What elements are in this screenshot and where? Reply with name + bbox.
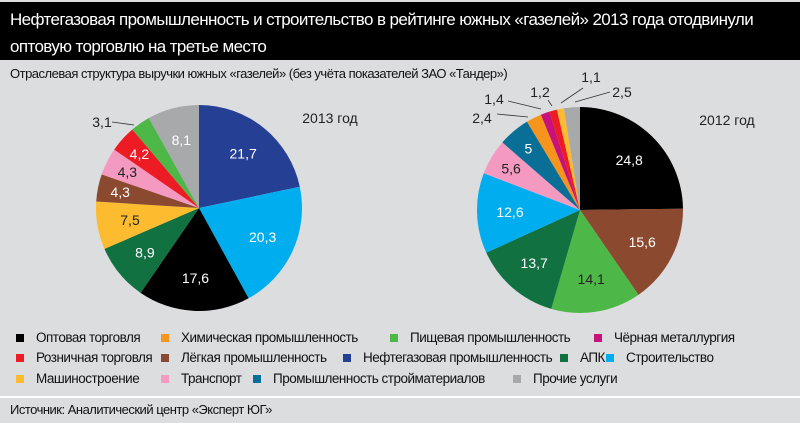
pie-title: 2013 год — [302, 110, 357, 126]
legend-swatch — [161, 333, 169, 342]
pie-slice — [551, 210, 639, 313]
legend-item: Оптовая торговля — [16, 330, 141, 345]
legend-item: Лёгкая промышленность — [161, 350, 327, 365]
legend-swatch — [390, 333, 398, 342]
pie-slice — [96, 174, 199, 208]
legend-label: Чёрная металлургия — [614, 330, 735, 345]
legend-swatch — [606, 353, 614, 362]
divider — [0, 396, 800, 398]
pie-title: 2012 год — [699, 112, 754, 128]
legend-swatch — [16, 353, 24, 362]
legend-swatch — [161, 374, 169, 383]
pie-slice — [104, 208, 199, 293]
pie-slice — [549, 109, 580, 210]
chart-subtitle: Отраслевая структура выручки южных «газе… — [10, 66, 508, 81]
legend-label: Промышленность стройматериалов — [273, 371, 485, 386]
pie-slice — [96, 201, 199, 249]
legend-item: Прочие услуги — [513, 371, 618, 386]
legend-item: Нефтегазовая промышленность — [343, 350, 553, 365]
legend-item: Пищевая промышленность — [390, 330, 571, 345]
legend-item: Химическая промышленность — [161, 330, 358, 345]
data-label: 8,1 — [172, 132, 192, 148]
legend-label: Нефтегазовая промышленность — [363, 350, 553, 365]
legend-label: Прочие услуги — [533, 371, 618, 386]
chart-title: Нефтегазовая промышленность и строительс… — [0, 2, 800, 60]
pie-slice — [486, 210, 580, 309]
data-label: 1,1 — [581, 69, 601, 85]
data-label: 17,6 — [182, 270, 209, 286]
legend-label: Машиностроение — [36, 371, 140, 386]
legend-label: Розничная торговля — [36, 350, 153, 365]
leader-line — [507, 100, 542, 110]
data-label: 1,2 — [530, 84, 550, 100]
data-label: 4,3 — [110, 184, 130, 200]
pie-slice — [140, 208, 249, 311]
legend-swatch — [343, 353, 351, 362]
source-note: Источник: Аналитический центр «Эксперт Ю… — [10, 402, 272, 417]
data-label: 20,3 — [249, 229, 276, 245]
pie-slice — [132, 118, 199, 208]
data-label: 1,4 — [484, 91, 504, 107]
pie-slice — [502, 121, 580, 210]
pie-slice — [114, 129, 199, 208]
legend-label: Лёгкая промышленность — [181, 350, 327, 365]
data-label: 13,7 — [521, 255, 548, 271]
legend-swatch — [161, 353, 169, 362]
data-label: 8,9 — [135, 244, 155, 260]
legend-item: Строительство — [606, 350, 714, 365]
legend-swatch — [253, 374, 261, 383]
legend-label: Оптовая торговля — [36, 330, 141, 345]
pie-slice — [580, 107, 683, 210]
legend-swatch — [16, 333, 24, 342]
data-label: 4,3 — [118, 164, 138, 180]
legend-label: Химическая промышленность — [181, 330, 358, 345]
data-label: 2,5 — [612, 84, 632, 100]
pie-slice — [563, 107, 580, 210]
data-label: 5 — [525, 140, 533, 156]
leader-line — [496, 113, 529, 118]
data-label: 24,8 — [616, 152, 643, 168]
leader-line — [560, 87, 584, 104]
legend-item: АПК — [560, 350, 605, 365]
leader-line — [547, 99, 553, 107]
data-label: 7,5 — [120, 212, 140, 228]
legend-item: Машиностроение — [16, 371, 140, 386]
data-label: 4,2 — [130, 146, 150, 162]
legend-label: Транспорт — [181, 371, 242, 386]
pie-slice — [101, 149, 199, 208]
legend-label: Пищевая промышленность — [410, 330, 571, 345]
legend-item: Чёрная металлургия — [594, 330, 735, 345]
legend-swatch — [594, 333, 602, 342]
pie-slice — [556, 108, 580, 210]
pie-slice — [148, 105, 199, 208]
leader-line — [111, 121, 135, 126]
data-label: 14,1 — [578, 271, 605, 287]
pie-slice — [477, 173, 580, 253]
data-label: 2,4 — [472, 110, 492, 126]
pie-slice — [527, 114, 580, 210]
pie-slice — [540, 111, 580, 210]
legend-item: Промышленность стройматериалов — [253, 371, 485, 386]
pie-slice — [483, 142, 580, 210]
legend-label: Строительство — [626, 350, 714, 365]
legend-swatch — [560, 353, 568, 362]
pie-slice — [199, 105, 300, 208]
legend-label: АПК — [580, 350, 605, 365]
data-label: 12,6 — [496, 204, 523, 220]
data-label: 21,7 — [230, 146, 257, 162]
legend-item: Транспорт — [161, 371, 242, 386]
legend-item: Розничная торговля — [16, 350, 153, 365]
legend-swatch — [513, 374, 521, 383]
leader-line — [574, 91, 611, 103]
pie-slice — [580, 208, 683, 295]
pie-slice — [199, 186, 302, 299]
legend-swatch — [16, 374, 24, 383]
data-label: 5,6 — [501, 161, 521, 177]
data-label: 3,1 — [92, 114, 112, 130]
data-label: 15,6 — [629, 234, 656, 250]
